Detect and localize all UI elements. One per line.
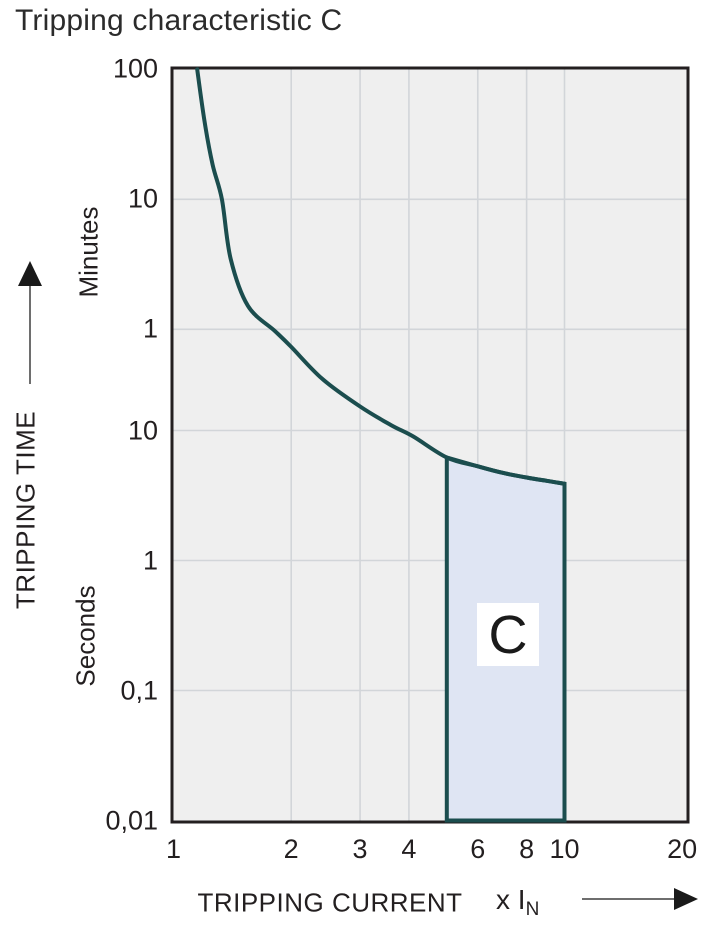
x-axis-multiplier: x IN xyxy=(496,884,539,921)
y-tick-label: 1 xyxy=(142,313,158,344)
region-label-c: C xyxy=(477,603,539,666)
y-unit-minutes-label: Minutes xyxy=(73,206,104,298)
x-multiplier-prefix: x I xyxy=(496,884,526,915)
x-tick-label: 3 xyxy=(352,834,368,864)
y-tick-label: 10 xyxy=(127,415,158,445)
x-tick-label: 2 xyxy=(283,834,299,864)
x-tick-label: 20 xyxy=(667,834,698,864)
x-tick-label: 10 xyxy=(549,834,580,864)
y-tick-label: 10 xyxy=(127,183,158,214)
x-tick-label: 1 xyxy=(165,834,182,864)
x-tick-label: 4 xyxy=(401,834,417,864)
y-tick-label: 1 xyxy=(142,545,158,575)
x-tick-label: 8 xyxy=(519,834,535,864)
chart-title: Tripping characteristic C xyxy=(15,4,343,37)
right-arrow-icon xyxy=(582,888,698,910)
y-tick-label: 100 xyxy=(112,53,158,84)
x-multiplier-subscript: N xyxy=(525,899,540,920)
y-tick-label: 0,1 xyxy=(120,675,158,705)
y-unit-seconds-label: Seconds xyxy=(70,585,101,687)
trip-curve xyxy=(195,67,567,486)
plot-background xyxy=(170,66,690,824)
y-tick-label: 0,01 xyxy=(105,805,158,835)
up-arrow-icon xyxy=(18,261,42,384)
y-axis-title: TRIPPING TIME xyxy=(10,410,41,610)
plot-area xyxy=(170,66,690,824)
x-tick-label: 6 xyxy=(470,834,486,864)
x-axis-title: TRIPPING CURRENT xyxy=(197,887,463,918)
